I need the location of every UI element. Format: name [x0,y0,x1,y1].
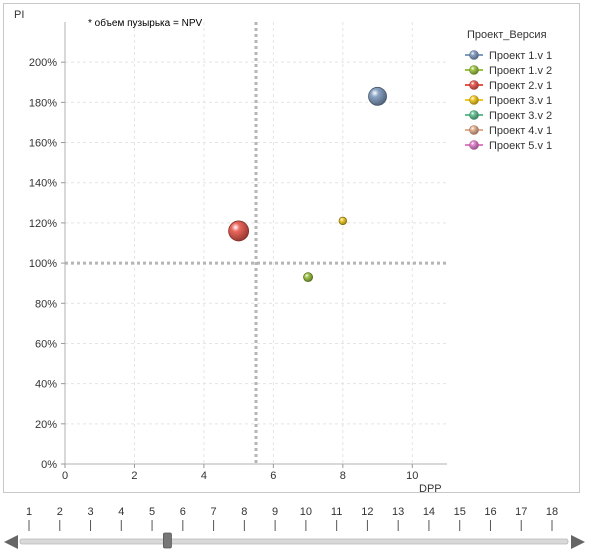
time-slider[interactable]: 1 2 3 4 5 6 7 8 9 10 11 12 13 14 15 16 17 18 [0,500,589,552]
slider-handle[interactable] [163,532,172,549]
legend-item-label[interactable]: Проект 4.v 1 [489,125,552,137]
y-tick-label: 180% [29,97,57,109]
x-tick-label: 4 [201,470,207,482]
slider-tick-label: 1 [26,506,32,518]
slider-tick-label: 7 [211,506,217,518]
slider-tick-label: 17 [515,506,527,518]
y-tick-label: 60% [35,338,57,350]
slider-tick-label: 10 [300,506,312,518]
legend-marker [469,50,479,60]
legend-marker [469,65,479,75]
y-tick-label: 0% [41,459,57,471]
slider-tick-label: 14 [423,506,435,518]
legend-item-label[interactable]: Проект 5.v 1 [489,140,552,152]
legend-marker [469,110,479,120]
slider-tick-label: 9 [272,506,278,518]
slider-tick-label: 6 [180,506,186,518]
slider-left-arrow-icon[interactable] [4,535,18,549]
slider-tick-label: 2 [57,506,63,518]
slider-tick-label: 13 [392,506,404,518]
y-tick-label: 80% [35,298,57,310]
y-tick-label: 20% [35,419,57,431]
legend-item-label[interactable]: Проект 1.v 1 [489,50,552,62]
y-tick-label: 200% [29,57,57,69]
bubble[interactable] [303,272,313,283]
y-tick-label: 140% [29,178,57,190]
legend-item-label[interactable]: Проект 3.v 2 [489,110,552,122]
slider-tick-label: 11 [331,506,342,518]
bubble[interactable] [228,220,250,242]
y-axis-label: PI [14,9,24,21]
x-tick-label: 10 [406,470,418,482]
bubble[interactable] [368,86,387,106]
legend-item-label[interactable]: Проект 3.v 1 [489,95,552,107]
x-tick-label: 6 [270,470,276,482]
slider-right-arrow-icon[interactable] [571,535,585,549]
slider-tick-label: 3 [87,506,93,518]
slider-tick-label: 15 [454,506,466,518]
chart-annotation: * объем пузырька = NPV [88,17,202,29]
y-tick-label: 120% [29,218,57,230]
bubble-chart: 0% 20% 40% 60% 80% 100% 120% 140% 160% 180% 200% 0 2… [14,9,552,494]
slider-tick-label: 12 [361,506,373,518]
y-tick-label: 160% [29,138,57,150]
x-tick-label: 2 [131,470,137,482]
slider-tick-label: 4 [118,506,124,518]
slider-tick-label: 5 [149,506,155,518]
slider-tick-label: 16 [484,506,496,518]
chart-frame: 0% 20% 40% 60% 80% 100% 120% 140% 160% 180% 200% 0 2… [3,3,580,494]
legend-marker [469,125,479,135]
bubble[interactable] [338,216,348,226]
slider-tick-label: 8 [241,506,247,518]
x-tick-label: 0 [62,470,68,482]
legend-marker [469,80,479,90]
legend-item-label[interactable]: Проект 1.v 2 [489,65,552,77]
slider-track[interactable] [19,538,569,545]
x-tick-label: 8 [340,470,346,482]
y-tick-label: 40% [35,379,57,391]
legend-marker [469,140,479,150]
legend-item-label[interactable]: Проект 2.v 1 [489,80,552,92]
legend-marker [469,95,479,105]
slider-tick-label: 18 [546,506,558,518]
x-axis-label: DPP [419,483,442,494]
legend-title: Проект_Версия [467,29,547,41]
y-tick-label: 100% [29,258,57,270]
